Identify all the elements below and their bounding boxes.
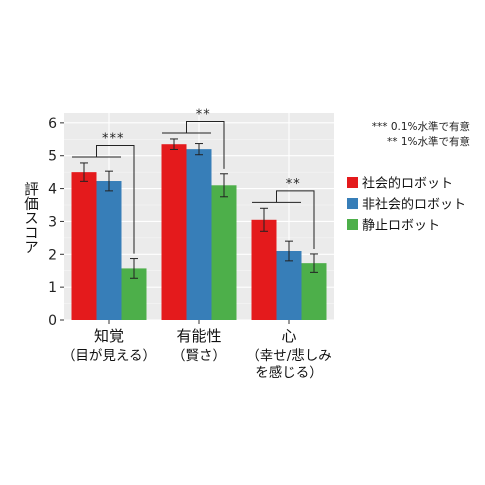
- significance-notes: *** 0.1%水準で有意 ** 1%水準で有意: [372, 120, 470, 148]
- error-bar-0-2: [130, 258, 138, 279]
- significance-bracket-2: [252, 190, 315, 250]
- bracket-outer: [96, 145, 135, 254]
- note-line-1: *** 0.1%水準で有意: [372, 120, 470, 133]
- error-bar-2-0: [260, 207, 268, 232]
- bar-2-0: [251, 219, 277, 320]
- bar-0-1: [96, 181, 122, 320]
- legend-label-1: 非社会的ロボット: [362, 197, 466, 213]
- significance-brackets: *******: [72, 108, 315, 254]
- bracket-outer: [186, 121, 225, 169]
- y-tick-label-2: 2: [48, 247, 57, 263]
- error-bar-1-1: [195, 143, 203, 156]
- error-bar-2-1: [285, 240, 293, 262]
- note-line-2: ** 1%水準で有意: [387, 135, 470, 148]
- x-tick-sublabel-2-1: を感じる）: [255, 364, 323, 381]
- x-tick-label-2: 心: [281, 327, 296, 345]
- error-bar-0-1: [105, 170, 113, 192]
- legend-label-2: 静止ロボット: [362, 219, 440, 234]
- error-bar-1-0: [170, 138, 178, 150]
- error-bars: [80, 138, 318, 279]
- x-tick-sublabel-0-0: （目が見える）: [62, 348, 156, 364]
- legend-swatch-0: [347, 177, 358, 188]
- y-tick-label-6: 6: [48, 116, 57, 132]
- error-bar-0-0: [80, 162, 88, 182]
- x-tick-sublabel-2-0: （幸せ/悲しみ: [246, 347, 332, 364]
- bars: [71, 144, 327, 320]
- error-bar-2-2: [310, 253, 318, 273]
- bar-2-1: [276, 251, 302, 320]
- bar-1-1: [186, 149, 212, 320]
- y-axis: 0 1 2 3 4 5 6: [48, 116, 64, 329]
- legend-label-0: 社会的ロボット: [362, 176, 453, 192]
- significance-bracket-0: [72, 145, 135, 254]
- y-tick-label-3: 3: [48, 214, 57, 230]
- y-tick-label-1: 1: [48, 280, 57, 296]
- bar-1-0: [161, 144, 187, 320]
- significance-label-1: **: [196, 108, 211, 123]
- legend-swatch-2: [347, 219, 358, 230]
- error-bar-1-2: [220, 173, 228, 198]
- x-tick-sublabel-1-0: （賢さ）: [172, 348, 226, 364]
- y-tick-label-0: 0: [48, 313, 57, 329]
- significance-label-0: ***: [102, 132, 125, 147]
- bracket-outer: [276, 190, 315, 250]
- bar-0-0: [71, 172, 97, 320]
- y-tick-label-5: 5: [48, 149, 57, 165]
- significance-label-2: **: [286, 177, 301, 192]
- y-axis-label: 評価スコア: [22, 182, 38, 255]
- x-tick-label-1: 有能性: [176, 327, 221, 345]
- y-tick-label-4: 4: [48, 182, 57, 198]
- x-tick-label-0: 知覚: [94, 327, 124, 345]
- significance-bracket-1: [162, 121, 225, 169]
- legend-swatch-1: [347, 198, 358, 209]
- bar-1-2: [211, 185, 237, 320]
